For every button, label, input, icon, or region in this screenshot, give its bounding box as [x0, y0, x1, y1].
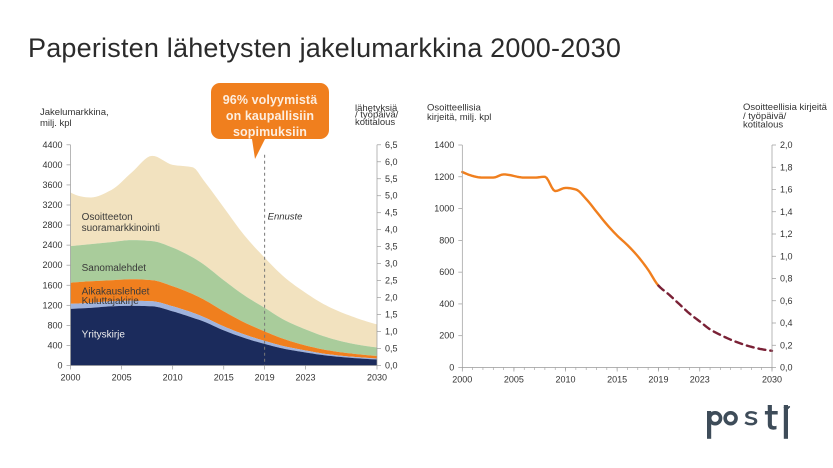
svg-text:2000: 2000 — [42, 260, 62, 270]
svg-text:Sanomalehdet: Sanomalehdet — [82, 263, 147, 274]
svg-text:0,8: 0,8 — [780, 274, 793, 284]
svg-text:2015: 2015 — [607, 375, 627, 385]
svg-text:2,0: 2,0 — [780, 140, 793, 150]
svg-text:0,6: 0,6 — [780, 296, 793, 306]
svg-text:1,6: 1,6 — [780, 185, 793, 195]
svg-text:0,5: 0,5 — [385, 344, 398, 354]
svg-text:6,5: 6,5 — [385, 140, 398, 150]
svg-text:4400: 4400 — [42, 140, 62, 150]
svg-text:1000: 1000 — [434, 204, 454, 214]
svg-text:kotitalous: kotitalous — [743, 120, 783, 131]
svg-text:2,5: 2,5 — [385, 276, 398, 286]
svg-text:1600: 1600 — [42, 280, 62, 290]
svg-text:0,2: 0,2 — [780, 340, 793, 350]
svg-text:on kaupallisiin: on kaupallisiin — [226, 109, 314, 123]
svg-text:2023: 2023 — [295, 373, 315, 383]
svg-text:2005: 2005 — [112, 373, 132, 383]
svg-text:3600: 3600 — [42, 180, 62, 190]
svg-text:1,4: 1,4 — [780, 207, 793, 217]
svg-text:400: 400 — [47, 340, 62, 350]
svg-text:1,0: 1,0 — [780, 251, 793, 261]
svg-text:2015: 2015 — [214, 373, 234, 383]
svg-text:4000: 4000 — [42, 160, 62, 170]
svg-text:2030: 2030 — [367, 373, 387, 383]
svg-text:1,0: 1,0 — [385, 327, 398, 337]
svg-text:2030: 2030 — [762, 375, 782, 385]
svg-text:milj. kpl: milj. kpl — [40, 118, 72, 129]
svg-text:3,5: 3,5 — [385, 242, 398, 252]
svg-text:1200: 1200 — [42, 300, 62, 310]
svg-text:2800: 2800 — [42, 220, 62, 230]
svg-text:800: 800 — [47, 320, 62, 330]
svg-text:200: 200 — [439, 331, 454, 341]
svg-text:1400: 1400 — [434, 140, 454, 150]
svg-text:Kuluttajakirje: Kuluttajakirje — [82, 296, 140, 307]
svg-text:800: 800 — [439, 235, 454, 245]
svg-text:2023: 2023 — [690, 375, 710, 385]
svg-text:4,5: 4,5 — [385, 208, 398, 218]
svg-text:400: 400 — [439, 299, 454, 309]
svg-text:0: 0 — [57, 361, 62, 371]
svg-text:4,0: 4,0 — [385, 225, 398, 235]
svg-text:0,0: 0,0 — [385, 361, 398, 371]
svg-text:3200: 3200 — [42, 200, 62, 210]
svg-text:3,0: 3,0 — [385, 259, 398, 269]
svg-text:96% volyymistä: 96% volyymistä — [223, 93, 318, 107]
svg-text:1,5: 1,5 — [385, 310, 398, 320]
svg-text:2000: 2000 — [60, 373, 80, 383]
svg-text:0,0: 0,0 — [780, 363, 793, 373]
svg-text:2000: 2000 — [452, 375, 472, 385]
svg-text:2010: 2010 — [556, 375, 576, 385]
svg-text:suoramarkkinointi: suoramarkkinointi — [82, 223, 160, 234]
svg-text:5,0: 5,0 — [385, 191, 398, 201]
svg-text:6,0: 6,0 — [385, 157, 398, 167]
svg-text:0: 0 — [449, 363, 454, 373]
svg-text:2400: 2400 — [42, 240, 62, 250]
svg-text:kotitalous: kotitalous — [355, 117, 395, 128]
svg-text:2019: 2019 — [648, 375, 668, 385]
svg-text:1200: 1200 — [434, 172, 454, 182]
svg-text:5,5: 5,5 — [385, 174, 398, 184]
svg-text:2010: 2010 — [163, 373, 183, 383]
svg-text:1,8: 1,8 — [780, 162, 793, 172]
svg-text:2005: 2005 — [504, 375, 524, 385]
svg-text:Ennuste: Ennuste — [268, 212, 303, 223]
svg-text:kirjeitä, milj. kpl: kirjeitä, milj. kpl — [427, 112, 491, 123]
svg-text:2019: 2019 — [255, 373, 275, 383]
svg-text:0,4: 0,4 — [780, 318, 793, 328]
svg-text:sopimuksiin: sopimuksiin — [233, 125, 307, 139]
svg-text:Yrityskirje: Yrityskirje — [82, 329, 126, 340]
svg-text:Jakelumarkkina,: Jakelumarkkina, — [40, 107, 109, 118]
svg-text:600: 600 — [439, 267, 454, 277]
svg-text:1,2: 1,2 — [780, 229, 793, 239]
svg-text:Osoitteeton: Osoitteeton — [82, 212, 133, 223]
svg-text:2,0: 2,0 — [385, 293, 398, 303]
